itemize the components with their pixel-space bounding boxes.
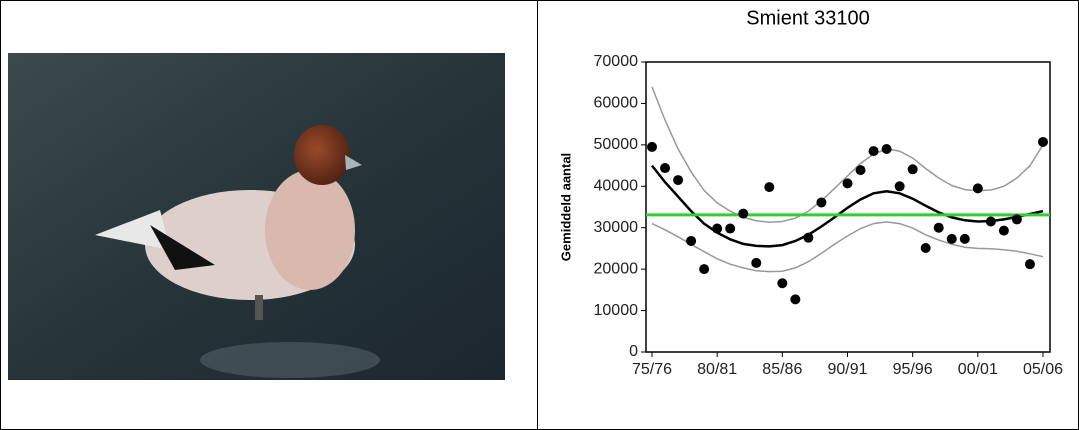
data-point xyxy=(660,163,671,174)
y-tick-label: 30000 xyxy=(594,219,639,236)
x-tick-label: 00/01 xyxy=(958,361,998,378)
y-tick-label: 10000 xyxy=(594,302,639,319)
data-point xyxy=(725,223,736,234)
data-point xyxy=(777,278,788,289)
x-tick-label: 80/81 xyxy=(697,361,737,378)
trend-line xyxy=(651,164,1044,248)
y-tick-label: 0 xyxy=(629,343,638,360)
data-point xyxy=(764,182,775,193)
data-point xyxy=(712,223,723,234)
data-point xyxy=(751,257,762,268)
x-tick-label: 95/96 xyxy=(893,361,933,378)
data-point xyxy=(1038,136,1048,147)
data-point xyxy=(842,178,853,189)
x-tick-label: 05/06 xyxy=(1023,361,1063,378)
photo xyxy=(8,53,505,380)
x-tick-label: 85/86 xyxy=(762,361,802,378)
y-tick-label: 50000 xyxy=(594,136,639,153)
data-point xyxy=(816,197,827,208)
data-point xyxy=(998,225,1009,236)
data-point xyxy=(699,264,710,275)
y-axis-label: Gemiddeld aantal xyxy=(558,153,573,261)
data-point xyxy=(1024,259,1035,270)
data-point xyxy=(881,144,892,154)
y-tick-label: 20000 xyxy=(594,260,639,277)
x-tick-label: 90/91 xyxy=(827,361,867,378)
data-point xyxy=(803,232,814,243)
data-point xyxy=(959,233,970,244)
data-point xyxy=(985,216,996,227)
data-point xyxy=(855,165,866,176)
data-point xyxy=(686,235,697,246)
data-point xyxy=(790,294,801,305)
data-point xyxy=(673,175,684,186)
y-tick-label: 40000 xyxy=(594,178,639,195)
data-point xyxy=(946,233,957,244)
data-point xyxy=(1011,214,1022,225)
data-point xyxy=(738,208,749,219)
y-tick-label: 70000 xyxy=(594,53,639,70)
y-tick-label: 60000 xyxy=(594,95,639,112)
trend-line xyxy=(651,86,1044,224)
chart-title: Smient 33100 xyxy=(746,7,869,29)
x-tick-label: 75/76 xyxy=(632,361,672,378)
data-point xyxy=(868,146,879,157)
data-point xyxy=(894,181,905,192)
data-point xyxy=(933,222,944,233)
data-point xyxy=(920,243,931,254)
data-point xyxy=(907,164,918,175)
data-point xyxy=(647,141,657,152)
data-point xyxy=(972,183,983,194)
trend-line xyxy=(651,221,1044,273)
